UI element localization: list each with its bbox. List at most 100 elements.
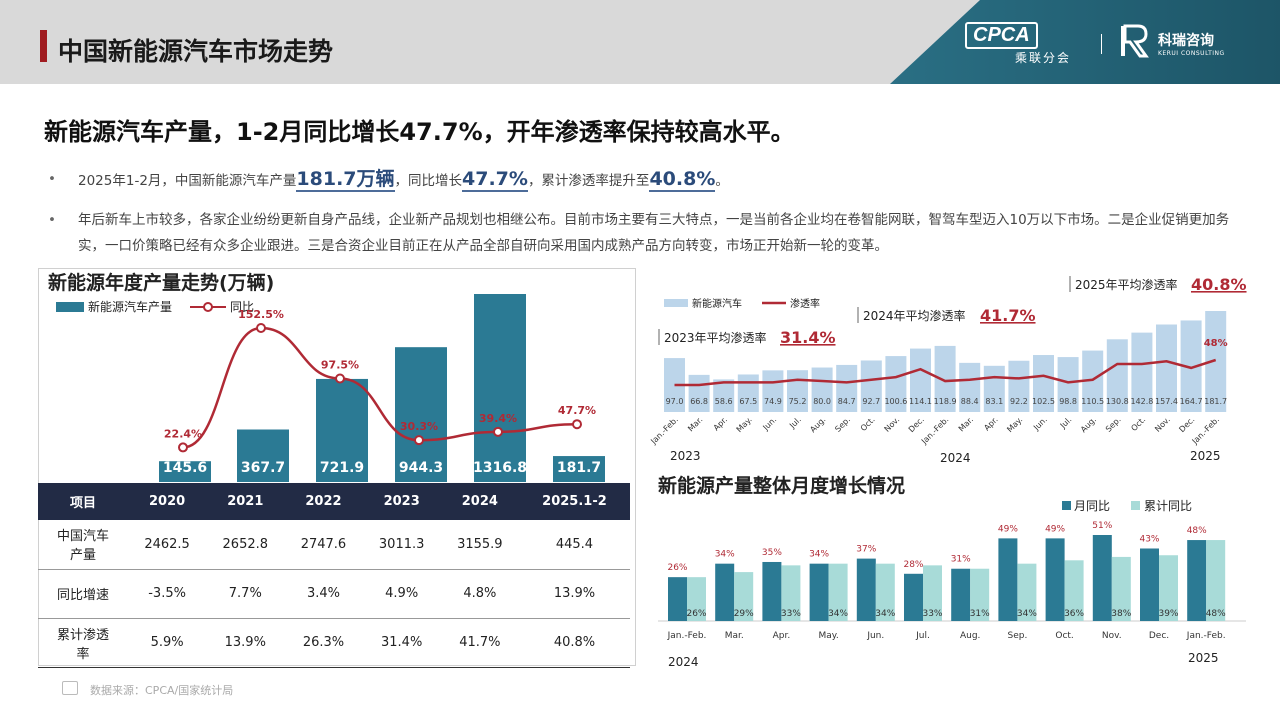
legend-marker-yoy	[203, 302, 213, 312]
nev-monthly-value: 142.8	[1130, 397, 1153, 406]
header-logo-panel	[890, 0, 1280, 84]
monthly-yoy-bar	[762, 561, 782, 621]
nev-monthly-bar	[836, 364, 858, 412]
avg-2023-label: 2023年平均渗透率	[664, 330, 767, 345]
production-value-label: 367.7	[241, 460, 285, 476]
month-tick-label: Apr.	[773, 631, 791, 641]
month-tick-label: Nov.	[883, 415, 902, 434]
title-accent-bar	[40, 30, 47, 62]
table-cell: -3.5%	[128, 569, 207, 619]
nev-monthly-value: 67.5	[739, 397, 757, 406]
nev-monthly-value: 157.4	[1155, 397, 1178, 406]
penetration-line	[674, 358, 1217, 387]
legend-swatch-production	[56, 302, 84, 312]
yoy-point	[493, 426, 503, 437]
table-cell: 41.7%	[440, 618, 519, 668]
penetration-last-label: 48%	[1204, 338, 1228, 349]
cumulative-yoy-label: 48%	[1206, 609, 1226, 619]
table-header-cell: 2021	[206, 483, 285, 520]
cumulative-yoy-bar	[828, 563, 848, 621]
year-label: 2024	[668, 655, 699, 669]
monthly-yoy-label: 28%	[903, 560, 923, 570]
yoy-label: 152.5%	[238, 308, 284, 321]
legend-label-yoy: 同比	[230, 300, 254, 314]
table-cell: 3.4%	[284, 569, 363, 619]
yoy-label: 30.3%	[400, 420, 438, 433]
calendar-icon	[62, 681, 78, 695]
month-tick-label: Mar.	[957, 415, 975, 433]
cumulative-yoy-bar	[1017, 563, 1037, 621]
legend-swatch-cumulative	[1131, 501, 1140, 510]
month-tick-label: Jul.	[915, 631, 930, 641]
nev-monthly-value: 74.9	[764, 397, 782, 406]
monthly-growth-title: 新能源产量整体月度增长情况	[658, 475, 906, 497]
yoy-point	[572, 419, 582, 430]
nev-monthly-bar	[688, 374, 710, 412]
month-tick-label: Aug.	[1079, 415, 1098, 434]
cumulative-yoy-bar	[781, 565, 801, 621]
monthly-yoy-label: 43%	[1139, 534, 1159, 544]
year-label: 2025	[1188, 651, 1219, 665]
table-cell: 31.4%	[362, 618, 441, 668]
monthly-yoy-label: 49%	[1045, 524, 1065, 534]
bullet-dot: •	[48, 171, 56, 187]
month-tick-label: Jun.	[866, 631, 884, 641]
highlight-growth: 47.7%	[462, 168, 528, 192]
row-label: 同比增速	[38, 569, 128, 619]
monthly-yoy-bar	[951, 568, 971, 621]
monthly-yoy-label: 34%	[715, 550, 735, 560]
cumulative-yoy-bar	[687, 577, 706, 621]
cumulative-yoy-label: 33%	[922, 609, 942, 619]
month-tick-label: Jun.	[761, 415, 779, 433]
nev-monthly-bar	[1131, 332, 1153, 412]
cumulative-yoy-label: 34%	[828, 609, 848, 619]
nev-monthly-value: 66.8	[690, 397, 708, 406]
month-tick-label: Jul.	[1058, 415, 1074, 431]
nev-monthly-value: 100.6	[884, 397, 907, 406]
annual-chart-title: 新能源年度产量走势(万辆)	[48, 272, 275, 294]
nev-monthly-bar	[811, 367, 833, 412]
avg-2024-value: 41.7%	[980, 306, 1036, 325]
yoy-point	[335, 373, 345, 384]
nev-monthly-value: 130.8	[1106, 397, 1129, 406]
month-tick-label: Nov.	[1102, 631, 1122, 641]
nev-monthly-value: 102.5	[1032, 397, 1055, 406]
avg-2023-value: 31.4%	[780, 328, 836, 347]
legend-label-monthly: 月同比	[1074, 499, 1110, 513]
yoy-label: 22.4%	[164, 427, 202, 440]
monthly-yoy-label: 49%	[998, 524, 1018, 534]
nev-monthly-bar	[1205, 311, 1227, 412]
monthly-yoy-label: 51%	[1092, 521, 1112, 531]
header-band: 中国新能源汽车市场走势	[0, 0, 1280, 84]
logo-divider	[1101, 34, 1102, 54]
cumulative-yoy-bar	[970, 568, 990, 621]
production-bar	[474, 294, 526, 482]
avg-2025-label: 2025年平均渗透率	[1075, 277, 1178, 292]
month-tick-label: Jun.	[1031, 415, 1049, 433]
bullet-dot: •	[48, 212, 56, 228]
legend-label-penetration: 渗透率	[790, 297, 820, 310]
table-row: 中国汽车产量 2462.5 2652.8 2747.6 3011.3 3155.9 445.…	[38, 520, 630, 570]
bullet-2: • 年后新车上市较多，各家企业纷纷更新自身产品线，企业新产品规划也相继公布。目前…	[48, 207, 1248, 259]
nev-monthly-value: 88.4	[961, 397, 979, 406]
nev-monthly-value: 164.7	[1180, 397, 1203, 406]
cumulative-yoy-bar	[1064, 560, 1084, 621]
monthly-yoy-bar	[998, 538, 1018, 621]
yoy-point	[178, 442, 188, 453]
month-tick-label: Aug.	[808, 415, 827, 434]
table-cell: 445.4	[518, 520, 630, 570]
bullet-2-text: 年后新车上市较多，各家企业纷纷更新自身产品线，企业新产品规划也相继公布。目前市场…	[78, 212, 1230, 254]
table-cell: 26.3%	[284, 618, 363, 668]
nev-monthly-bar	[1106, 339, 1128, 412]
kerui-logo-icon	[1121, 24, 1149, 58]
table-cell: 13.9%	[206, 618, 285, 668]
cumulative-yoy-label: 34%	[1017, 609, 1037, 619]
table-cell: 2747.6	[284, 520, 363, 570]
row-label: 累计渗透率	[38, 618, 128, 668]
legend-label-cumulative: 累计同比	[1144, 499, 1192, 513]
month-tick-label: Mar.	[686, 415, 704, 433]
cumulative-yoy-label: 38%	[1111, 609, 1131, 619]
table-cell: 2652.8	[206, 520, 285, 570]
nev-monthly-bar	[860, 360, 882, 412]
nev-monthly-value: 181.7	[1204, 397, 1227, 406]
